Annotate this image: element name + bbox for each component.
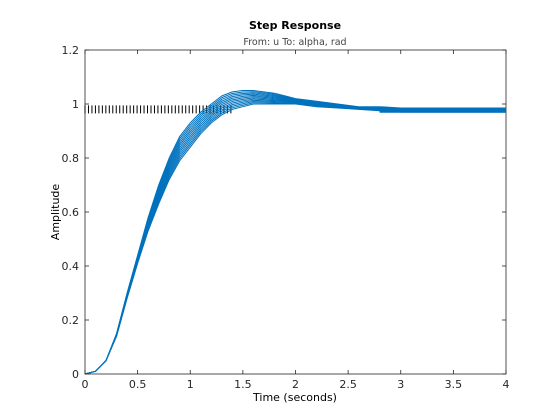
x-tick-label: 2.5 (339, 378, 357, 391)
chart-subtitle: From: u To: alpha, rad (243, 37, 346, 48)
x-tick-label: 2 (292, 378, 299, 391)
y-tick-label: 0.2 (62, 314, 80, 327)
y-tick-label: 0.6 (62, 206, 80, 219)
x-tick-label: 1 (187, 378, 194, 391)
x-tick-label: 0 (82, 378, 89, 391)
y-tick-label: 1 (72, 98, 79, 111)
y-tick-label: 1.2 (62, 44, 80, 57)
x-tick-label: 0.5 (129, 378, 147, 391)
y-tick-label: 0.4 (62, 260, 80, 273)
y-tick-label: 0.8 (62, 152, 80, 165)
x-axis-label: Time (seconds) (252, 391, 337, 404)
chart-title: Step Response (249, 19, 341, 32)
plot-area: 0 0.5 1 1.5 2 2.5 3 3.5 4 0 0.2 0.4 0.6 0.8 1 1.2 (62, 44, 510, 391)
tick-layer: 0 0.5 1 1.5 2 2.5 3 3.5 4 0 0.2 0.4 0.6 0.8 1 1.2 (62, 44, 510, 391)
x-tick-label: 3.5 (445, 378, 463, 391)
x-tick-label: 1.5 (234, 378, 252, 391)
x-tick-label: 4 (503, 378, 510, 391)
series-layer (84, 90, 506, 375)
y-axis-label: Amplitude (49, 184, 62, 241)
y-tick-label: 0 (72, 368, 79, 381)
x-tick-label: 3 (397, 378, 404, 391)
response-series-line (84, 90, 506, 375)
